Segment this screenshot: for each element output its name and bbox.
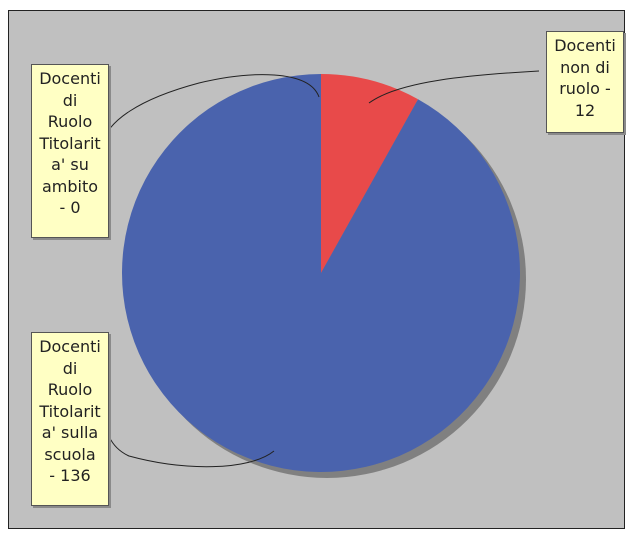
slice-label-ambito: Docenti di Ruolo Titolarit a' su ambito … [31,64,109,238]
slice-label-sulla-scuola: Docenti di Ruolo Titolarit a' sulla scuo… [31,332,109,506]
pie-slice-2 [121,74,520,472]
chart-area: Docenti di Ruolo Titolarit a' su ambito … [8,10,625,529]
leader-line-0 [100,74,320,147]
leader-line-1 [368,70,540,104]
slice-label-non-di-ruolo: Docenti non di ruolo - 12 [546,31,624,133]
pie-chart [100,70,540,478]
pie-slice-1 [321,74,419,273]
